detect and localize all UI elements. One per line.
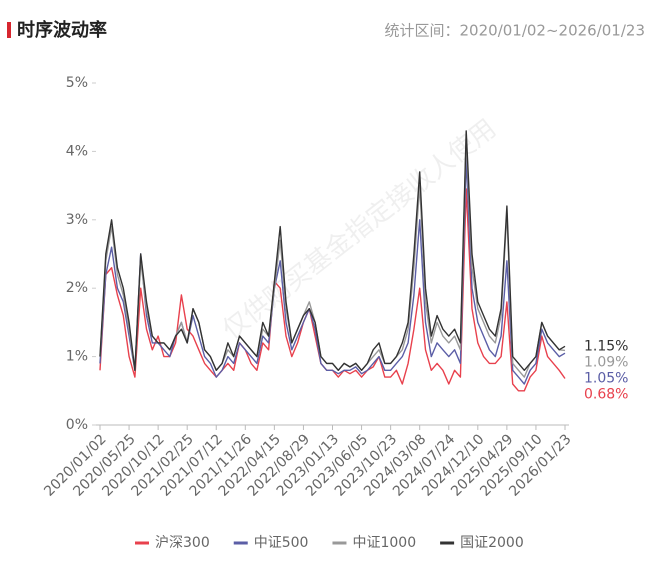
end-label: 1.05% (584, 370, 628, 386)
y-tick-label: 1% (66, 349, 88, 365)
end-label: 0.68% (584, 386, 628, 402)
legend-label: 沪深300 (155, 535, 210, 551)
legend-label: 中证500 (254, 535, 309, 551)
series-line (99, 130, 566, 371)
legend-label: 国证2000 (460, 535, 524, 551)
title-marker (7, 22, 11, 38)
chart-title: 时序波动率 (17, 19, 107, 41)
end-label: 1.09% (584, 354, 628, 370)
y-tick-label: 5% (66, 75, 88, 91)
legend-label: 中证1000 (352, 535, 416, 551)
chart-subtitle: 统计区间：2020/01/02~2026/01/23 (385, 22, 645, 40)
y-tick-label: 3% (66, 212, 88, 228)
watermark: 仅供购买基金指定接收人使用 (217, 114, 502, 346)
end-label: 1.15% (584, 338, 628, 354)
y-tick-label: 4% (66, 143, 88, 159)
y-tick-label: 2% (66, 280, 88, 296)
y-tick-label: 0% (66, 417, 88, 433)
series-line (99, 188, 566, 392)
